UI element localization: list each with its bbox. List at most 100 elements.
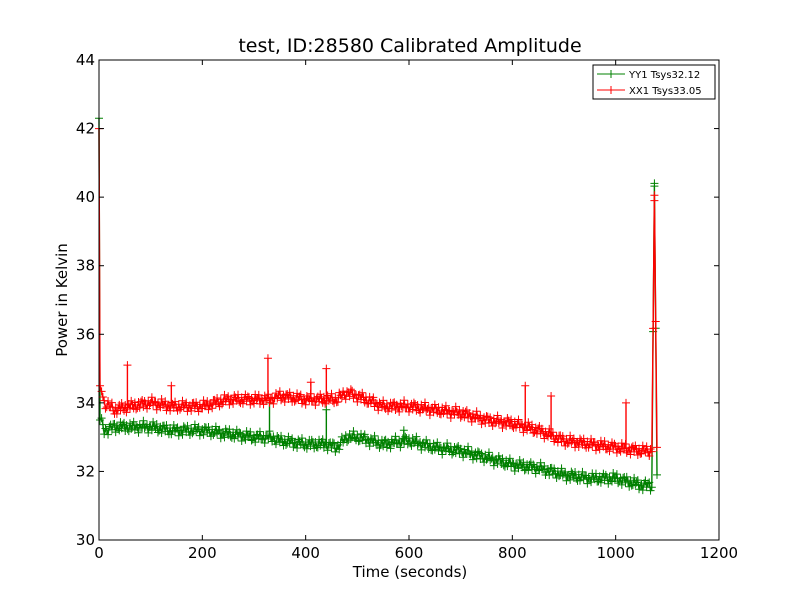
data-point-xx1 [132,405,141,414]
data-point-xx1 [441,401,450,410]
data-point-yy1 [451,449,460,458]
data-point-yy1 [448,450,457,459]
data-point-xx1 [379,396,388,405]
data-point-xx1 [649,324,658,333]
data-point-xx1 [104,397,113,406]
data-point-yy1 [157,428,166,437]
data-point-yy1 [379,442,388,451]
data-point-yy1 [617,480,626,489]
spike-marker-xx1 [622,398,630,407]
data-point-yy1 [195,431,204,440]
spike-marker-yy1 [322,405,331,414]
data-point-xx1 [202,400,211,409]
data-point-yy1 [101,424,110,433]
data-point-xx1 [627,443,636,452]
data-point-xx1 [470,413,479,422]
data-point-yy1 [536,458,545,467]
data-point-yy1 [468,455,477,464]
data-point-yy1 [396,443,405,452]
data-point-yy1 [391,432,400,441]
data-point-yy1 [346,434,355,443]
data-point-xx1 [242,397,251,406]
data-point-xx1 [584,443,593,452]
data-point-xx1 [476,411,485,420]
data-point-xx1 [96,381,105,390]
data-point-yy1 [297,434,306,443]
y-tick-label: 42 [76,120,95,138]
data-point-xx1 [516,419,525,428]
x-tick-label: 600 [395,544,424,562]
data-point-yy1 [330,439,339,448]
x-tick-label: 1200 [700,544,738,562]
data-point-yy1 [622,472,631,481]
data-point-yy1 [433,438,442,447]
data-point-yy1 [118,420,127,429]
data-point-yy1 [466,450,475,459]
data-point-xx1 [382,399,391,408]
data-point-xx1 [645,452,654,461]
data-point-xx1 [622,448,631,457]
data-point-xx1 [147,393,156,402]
data-point-xx1 [472,407,481,416]
data-point-yy1 [443,439,452,448]
data-point-xx1 [591,446,600,455]
data-point-xx1 [508,422,517,431]
spike-marker-xx1 [322,364,331,373]
data-point-xx1 [429,408,438,417]
data-point-xx1 [375,398,384,407]
data-point-yy1 [230,434,239,443]
data-point-yy1 [370,431,379,440]
data-point-yy1 [473,447,482,456]
data-point-xx1 [122,408,131,417]
data-point-xx1 [387,404,396,413]
data-point-xx1 [615,445,624,454]
data-point-yy1 [335,445,344,454]
spike-marker-xx1 [123,361,132,370]
data-point-xx1 [507,415,516,424]
data-point-xx1 [311,401,320,410]
data-point-yy1 [214,426,223,435]
data-point-yy1 [294,435,303,444]
data-point-xx1 [493,411,502,420]
data-point-yy1 [104,430,113,439]
data-point-xx1 [456,413,465,422]
data-point-xx1 [345,392,354,401]
data-point-xx1 [460,413,469,422]
legend-label-xx1: XX1 Tsys33.05 [629,86,702,97]
data-point-xx1 [101,404,110,413]
data-point-yy1 [612,470,621,479]
data-point-xx1 [327,389,336,398]
data-point-yy1 [149,417,158,426]
data-point-xx1 [614,442,623,451]
data-point-yy1 [619,473,628,482]
data-point-xx1 [467,417,476,426]
data-point-yy1 [605,472,614,481]
data-point-xx1 [213,394,222,403]
data-point-xx1 [647,447,656,456]
data-point-yy1 [277,431,286,440]
data-point-xx1 [418,405,427,414]
data-point-yy1 [255,427,264,436]
data-point-yy1 [289,443,298,452]
series-yy1 [95,114,661,495]
data-point-yy1 [339,438,348,447]
data-point-xx1 [135,403,144,412]
data-point-yy1 [508,458,517,467]
data-point-yy1 [132,421,141,430]
data-point-yy1 [188,429,197,438]
data-point-yy1 [209,430,218,439]
data-point-xx1 [514,415,523,424]
data-point-yy1 [606,476,615,485]
data-point-xx1 [572,438,581,447]
spike-marker-xx1 [650,196,659,205]
data-point-yy1 [380,436,389,445]
data-point-xx1 [98,392,107,401]
data-point-xx1 [563,439,572,448]
data-point-xx1 [451,402,460,411]
data-point-yy1 [422,435,431,444]
data-point-xx1 [221,397,230,406]
data-point-xx1 [227,395,236,404]
data-point-yy1 [226,432,235,441]
data-point-xx1 [321,399,330,408]
x-axis-ticks: 0 200 400 600 800 1000 1200 [94,60,738,562]
